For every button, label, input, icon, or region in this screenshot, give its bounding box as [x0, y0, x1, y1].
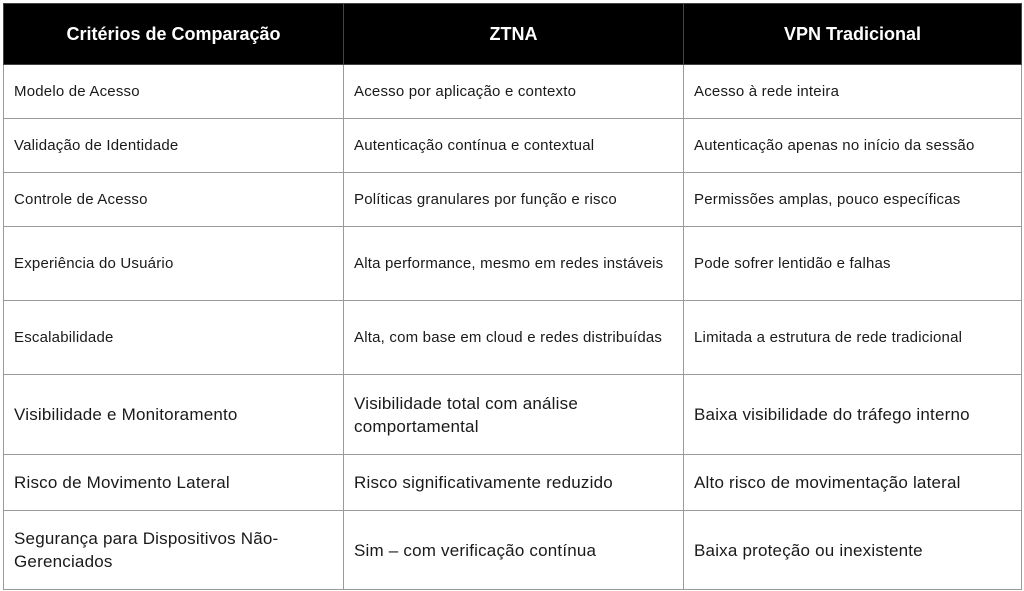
table-cell: Escalabilidade	[3, 300, 344, 375]
table-cell: Autenticação apenas no início da sessão	[683, 118, 1022, 173]
table-row: Risco de Movimento Lateral Risco signific…	[3, 454, 1022, 511]
table-cell: Baixa visibilidade do tráfego interno	[683, 374, 1022, 455]
table-row: Segurança para Dispositivos Não-Gerencia…	[3, 510, 1022, 590]
table-row: Experiência do Usuário Alta performance, …	[3, 226, 1022, 301]
table-cell: Autenticação contínua e contextual	[343, 118, 684, 173]
table-row: Validação de Identidade Autenticação cont…	[3, 118, 1022, 173]
table-cell: Acesso por aplicação e contexto	[343, 64, 684, 119]
table-cell: Visibilidade total com análise comportam…	[343, 374, 684, 455]
table-cell: Segurança para Dispositivos Não-Gerencia…	[3, 510, 344, 590]
header-cell: ZTNA	[343, 3, 684, 65]
table-row: Visibilidade e Monitoramento Visibilidade…	[3, 374, 1022, 455]
header-row: Critérios de Comparação ZTNA VPN Tradicion…	[3, 3, 1022, 65]
table-cell: Modelo de Acesso	[3, 64, 344, 119]
table-cell: Permissões amplas, pouco específicas	[683, 172, 1022, 227]
table-cell: Risco significativamente reduzido	[343, 454, 684, 511]
comparison-table: Critérios de Comparação ZTNA VPN Tradicion…	[3, 3, 1022, 590]
table-cell: Alta, com base em cloud e redes distribu…	[343, 300, 684, 375]
table-cell: Controle de Acesso	[3, 172, 344, 227]
table-cell: Risco de Movimento Lateral	[3, 454, 344, 511]
table-row: Escalabilidade Alta, com base em cloud e …	[3, 300, 1022, 375]
header-cell: VPN Tradicional	[683, 3, 1022, 65]
header-cell: Critérios de Comparação	[3, 3, 344, 65]
table-cell: Alta performance, mesmo em redes instáve…	[343, 226, 684, 301]
table-cell: Validação de Identidade	[3, 118, 344, 173]
table-cell: Políticas granulares por função e risco	[343, 172, 684, 227]
table-cell: Visibilidade e Monitoramento	[3, 374, 344, 455]
table-cell: Sim – com verificação contínua	[343, 510, 684, 590]
table-cell: Acesso à rede inteira	[683, 64, 1022, 119]
table-cell: Experiência do Usuário	[3, 226, 344, 301]
table-row: Modelo de Acesso Acesso por aplicação e c…	[3, 64, 1022, 119]
table-cell: Limitada a estrutura de rede tradicional	[683, 300, 1022, 375]
table-cell: Pode sofrer lentidão e falhas	[683, 226, 1022, 301]
table-cell: Baixa proteção ou inexistente	[683, 510, 1022, 590]
table-body: Modelo de Acesso Acesso por aplicação e c…	[3, 64, 1022, 590]
table-cell: Alto risco de movimentação lateral	[683, 454, 1022, 511]
table-row: Controle de Acesso Políticas granulares p…	[3, 172, 1022, 227]
comparison-table-wrap: Critérios de Comparação ZTNA VPN Tradicion…	[3, 3, 1022, 590]
